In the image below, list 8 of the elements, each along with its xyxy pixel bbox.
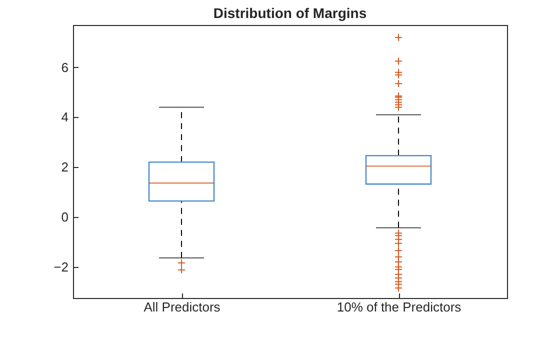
chart-title: Distribution of Margins: [213, 5, 367, 21]
x-tick-label: 10% of the Predictors: [336, 300, 462, 314]
y-tick-label: 2: [61, 160, 68, 175]
y-tick-label: 0: [61, 209, 68, 224]
y-tick-label: 4: [61, 110, 68, 125]
y-tick-label: −2: [54, 259, 68, 274]
y-tick-label: 6: [61, 60, 68, 75]
x-tick-label: All Predictors: [144, 300, 221, 314]
